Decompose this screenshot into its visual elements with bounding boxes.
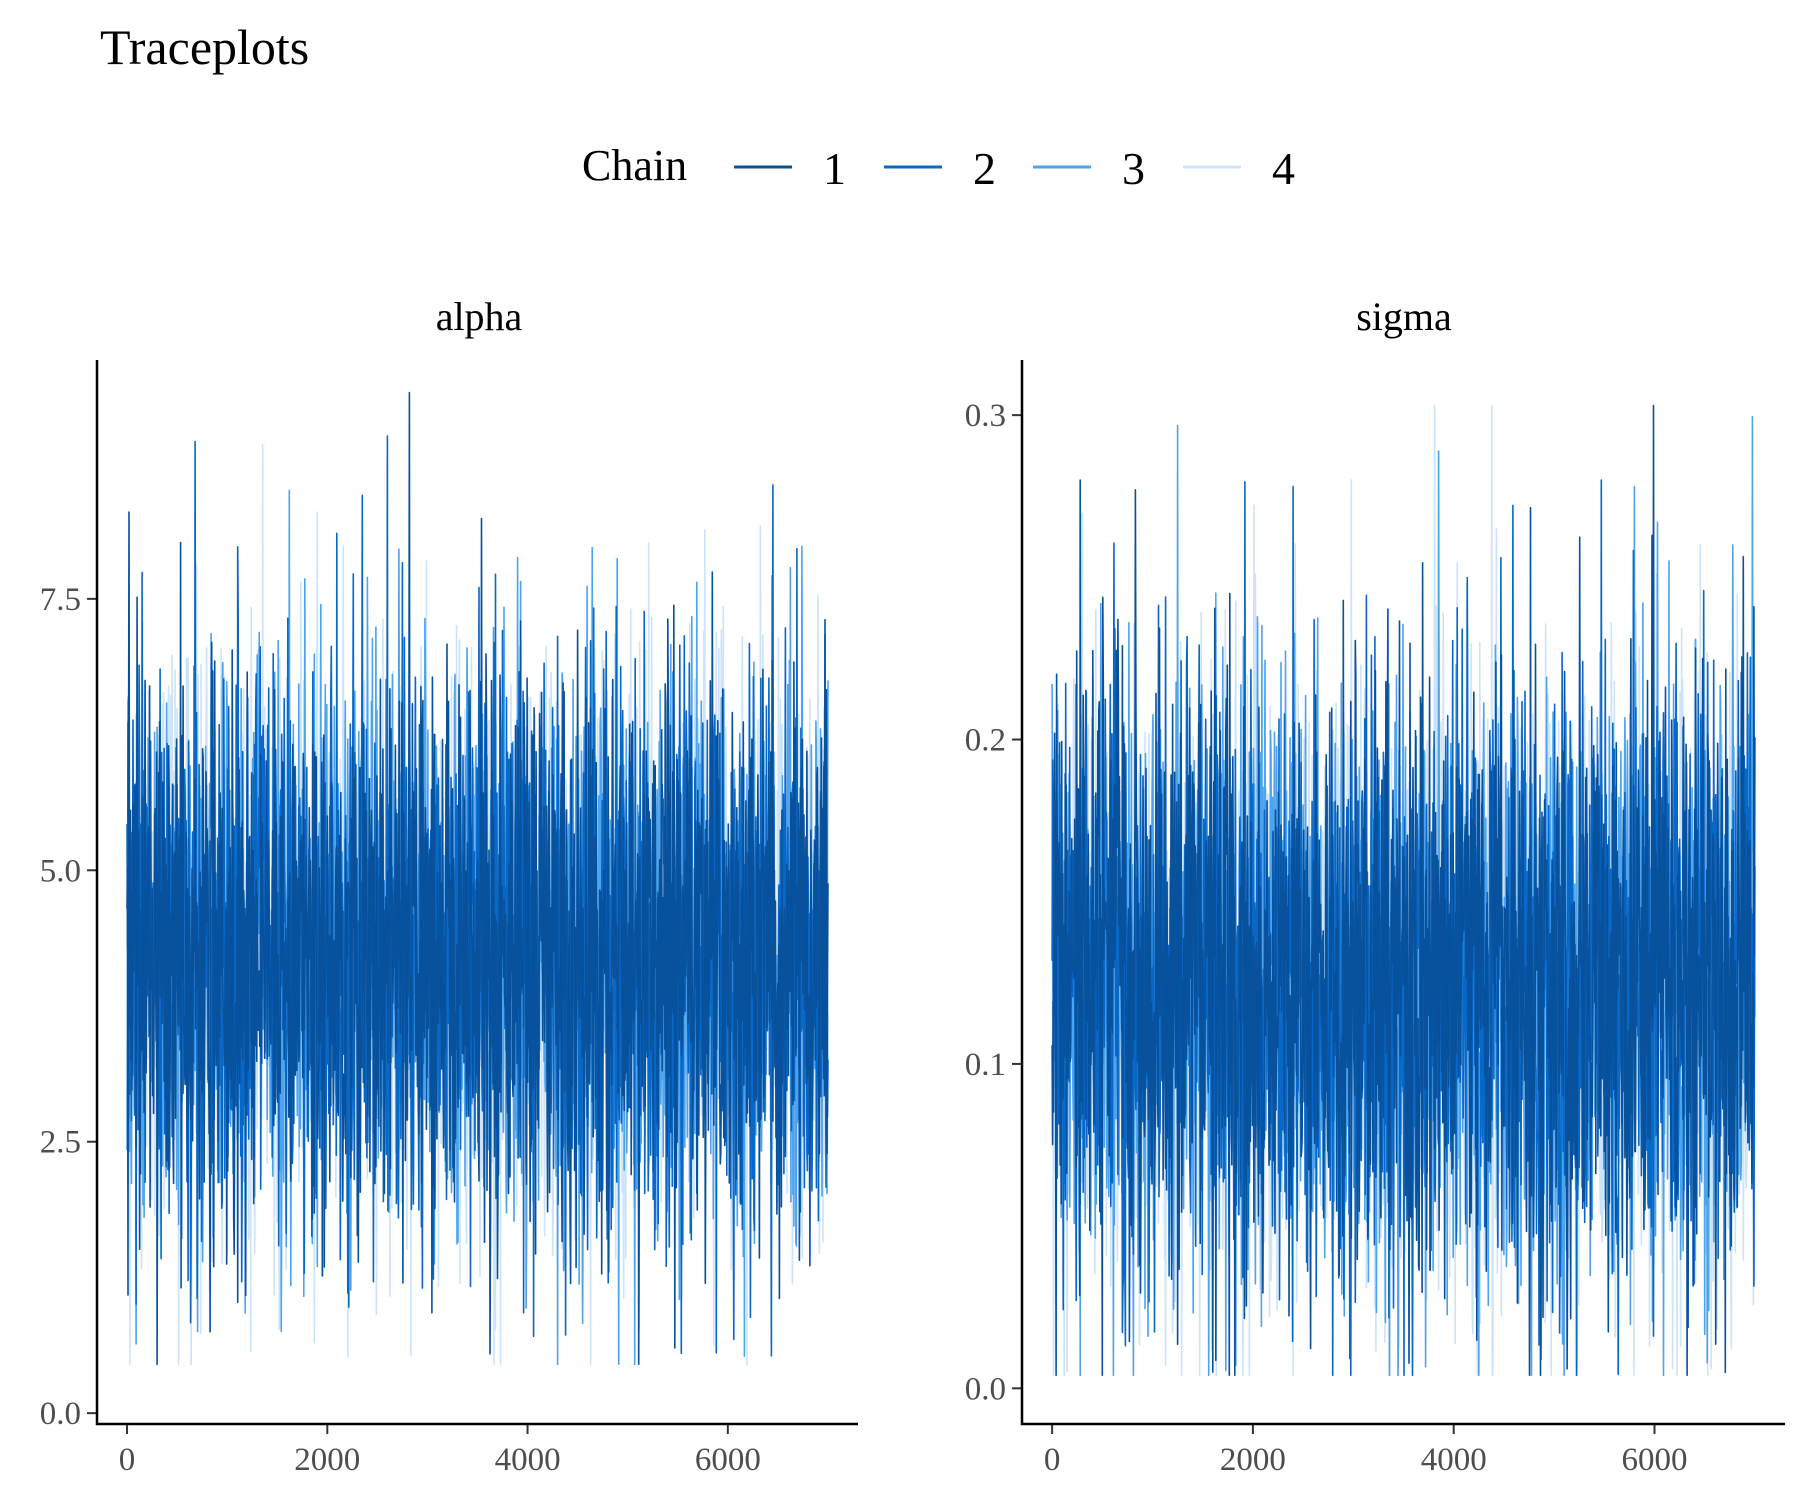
legend: Chain 1 2 3 4 (582, 141, 1295, 194)
facet-sigma: sigma 0.0 0.1 0.2 0.3 0 2000 4000 6000 (965, 294, 1785, 1478)
sigma-traces (1051, 404, 1756, 1377)
alpha-y-tick-label: 7.5 (40, 582, 81, 618)
legend-entry-chain-1: 1 (734, 143, 846, 194)
alpha-x-tick-label: 4000 (495, 1442, 561, 1478)
legend-label-chain-3: 3 (1122, 143, 1145, 194)
chart-title: Traceplots (100, 19, 309, 75)
alpha-trace-chain-1 (126, 391, 829, 1366)
legend-title: Chain (582, 141, 687, 190)
sigma-trace-chain-1 (1051, 404, 1756, 1377)
sigma-x-tick-label: 4000 (1421, 1442, 1487, 1478)
sigma-y-tick-label: 0.1 (965, 1047, 1006, 1083)
alpha-x-tick-label: 2000 (294, 1442, 360, 1478)
legend-entry-chain-4: 4 (1183, 143, 1295, 194)
legend-entry-chain-3: 3 (1033, 143, 1145, 194)
sigma-axis-ticks: 0.0 0.1 0.2 0.3 0 2000 4000 6000 (965, 398, 1688, 1478)
sigma-trace-chain-2 (1051, 479, 1756, 1377)
sigma-x-tick-label: 0 (1044, 1442, 1061, 1478)
strip-label-alpha: alpha (436, 294, 523, 339)
sigma-y-tick-label: 0.2 (965, 723, 1006, 759)
alpha-traces (126, 391, 829, 1366)
facet-alpha: alpha 0.0 2.5 5.0 7.5 0 2000 4000 6000 (40, 294, 858, 1478)
strip-label-sigma: sigma (1356, 294, 1452, 339)
legend-label-chain-4: 4 (1272, 143, 1295, 194)
sigma-x-tick-label: 6000 (1621, 1442, 1687, 1478)
sigma-y-tick-label: 0.3 (965, 398, 1006, 434)
alpha-x-tick-label: 0 (119, 1442, 136, 1478)
sigma-y-tick-label: 0.0 (965, 1371, 1006, 1407)
sigma-axis-lines (1020, 360, 1785, 1426)
alpha-y-tick-label: 2.5 (40, 1125, 81, 1161)
alpha-y-tick-label: 5.0 (40, 853, 81, 889)
legend-label-chain-2: 2 (973, 143, 996, 194)
alpha-axis-ticks: 0.0 2.5 5.0 7.5 0 2000 4000 6000 (40, 582, 761, 1478)
alpha-axis-lines (95, 360, 858, 1426)
legend-label-chain-1: 1 (823, 143, 846, 194)
sigma-x-tick-label: 2000 (1220, 1442, 1286, 1478)
alpha-y-tick-label: 0.0 (40, 1396, 81, 1432)
alpha-x-tick-label: 6000 (695, 1442, 761, 1478)
legend-entry-chain-2: 2 (884, 143, 996, 194)
